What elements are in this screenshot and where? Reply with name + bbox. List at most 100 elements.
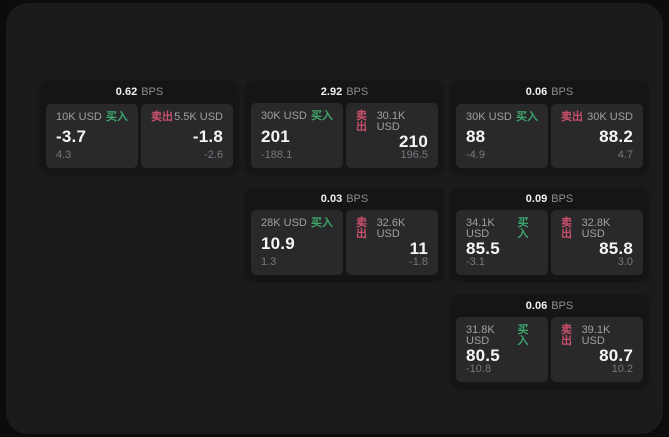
sell-header-row: 卖出 30.1K USD [356,111,428,133]
card-body: 30K USD 买入 88 -4.9 卖出 30K USD 88.2 4.7 [451,104,648,173]
bps-unit-label: BPS [141,86,164,98]
sell-header-row: 卖出 32.8K USD [561,218,633,240]
quote-card: 0.06 BPS 30K USD 买入 88 -4.9 卖出 30K USD 8… [451,81,648,173]
bps-unit-label: BPS [346,192,369,205]
buy-label: 买入 [516,111,538,123]
bps-value: 0.09 [525,192,548,205]
sell-panel[interactable]: 卖出 39.1K USD 80.7 10.2 [551,317,643,382]
sell-delta: -1.8 [409,256,428,268]
sell-size: 39.1K USD [581,324,611,347]
buy-label: 买入 [517,217,529,240]
sell-price: 80.7 [599,346,633,365]
card-header: 0.09 BPS [451,188,648,210]
main-panel: 0.62 BPS 10K USD 买入 -3.7 4.3 卖出 5.5K USD… [6,3,663,434]
sell-label: 卖出 [561,324,572,347]
buy-header-row: 28K USD 买入 [261,218,333,229]
sell-label: 卖出 [356,110,367,133]
sell-delta: 10.2 [611,363,633,375]
bps-unit-label: BPS [346,85,369,98]
buy-panel[interactable]: 28K USD 买入 10.9 1.3 [251,210,343,275]
sell-delta: -2.6 [204,149,223,161]
sell-label: 卖出 [561,217,572,240]
sell-size: 30.1K USD [376,110,406,133]
sell-panel[interactable]: 卖出 32.8K USD 85.8 3.0 [551,210,643,275]
card-header: 0.62 BPS [41,81,238,104]
buy-panel[interactable]: 10K USD 买入 -3.7 4.3 [46,104,138,168]
sell-price: 11 [409,239,428,258]
bps-value: 0.06 [525,86,548,98]
card-header: 0.06 BPS [451,295,648,317]
sell-panel[interactable]: 卖出 30.1K USD 210 196.5 [346,103,438,168]
sell-panel[interactable]: 卖出 30K USD 88.2 4.7 [551,104,643,168]
buy-header-row: 31.8K USD 买入 [466,325,538,347]
sell-header-row: 卖出 30K USD [561,112,633,123]
buy-delta: -188.1 [261,149,293,161]
buy-header-row: 30K USD 买入 [261,111,333,122]
buy-price: 201 [261,126,290,146]
sell-panel[interactable]: 卖出 5.5K USD -1.8 -2.6 [141,104,233,168]
buy-header-row: 10K USD 买入 [56,112,128,123]
buy-label: 买入 [517,324,529,347]
buy-size: 34.1K USD [466,217,495,240]
card-header: 0.06 BPS [451,81,648,104]
sell-panel[interactable]: 卖出 32.6K USD 11 -1.8 [346,210,438,275]
buy-panel[interactable]: 34.1K USD 买入 85.5 -3.1 [456,210,548,275]
buy-size: 10K USD [56,111,102,123]
card-body: 34.1K USD 买入 85.5 -3.1 卖出 32.8K USD 85.8… [451,210,648,280]
bps-value: 0.03 [320,192,343,205]
buy-delta: 1.3 [261,256,277,268]
cards-grid: 0.62 BPS 10K USD 买入 -3.7 4.3 卖出 5.5K USD… [41,81,648,387]
sell-delta: 196.5 [400,149,428,161]
sell-price: -1.8 [192,127,223,146]
card-header: 0.03 BPS [246,188,443,210]
buy-price: 88 [466,127,486,146]
quote-card: 0.09 BPS 34.1K USD 买入 85.5 -3.1 卖出 32.8K… [451,188,648,280]
card-body: 31.8K USD 买入 80.5 -10.8 卖出 39.1K USD 80.… [451,317,648,387]
quote-card: 0.03 BPS 28K USD 买入 10.9 1.3 卖出 32.6K US… [246,188,443,280]
buy-label: 买入 [311,217,333,229]
buy-header-row: 30K USD 买入 [466,112,538,123]
quote-card: 2.92 BPS 30K USD 买入 201 -188.1 卖出 30.1K … [246,81,443,173]
sell-header-row: 卖出 32.6K USD [356,218,428,240]
buy-size: 30K USD [261,110,307,122]
bps-value: 2.92 [320,85,343,98]
buy-panel[interactable]: 30K USD 买入 201 -188.1 [251,103,343,168]
bps-value: 0.62 [115,86,138,98]
buy-price: -3.7 [56,127,87,146]
buy-size: 30K USD [466,111,512,123]
buy-size: 31.8K USD [466,324,495,347]
sell-label: 卖出 [561,111,583,123]
sell-price: 210 [399,132,428,151]
buy-price: 10.9 [261,233,295,253]
sell-price: 85.8 [599,239,633,258]
sell-label: 卖出 [356,217,367,240]
quote-card: 0.62 BPS 10K USD 买入 -3.7 4.3 卖出 5.5K USD… [41,81,238,173]
sell-delta: 3.0 [617,256,633,268]
buy-panel[interactable]: 30K USD 买入 88 -4.9 [456,104,548,168]
sell-delta: 4.7 [617,149,633,161]
buy-header-row: 34.1K USD 买入 [466,218,538,240]
bps-value: 0.06 [525,299,548,312]
sell-price: 88.2 [599,127,633,146]
bps-unit-label: BPS [551,299,574,312]
card-header: 2.92 BPS [246,81,443,103]
buy-panel[interactable]: 31.8K USD 买入 80.5 -10.8 [456,317,548,382]
buy-delta: 4.3 [56,149,72,161]
bps-unit-label: BPS [551,192,574,205]
buy-price: 85.5 [466,239,500,258]
quote-card: 0.06 BPS 31.8K USD 买入 80.5 -10.8 卖出 39.1… [451,295,648,387]
buy-delta: -4.9 [466,149,485,161]
card-body: 10K USD 买入 -3.7 4.3 卖出 5.5K USD -1.8 -2.… [41,104,238,173]
sell-header-row: 卖出 5.5K USD [151,112,223,123]
sell-size: 5.5K USD [174,111,223,123]
buy-label: 买入 [106,111,128,123]
buy-label: 买入 [311,110,333,122]
card-body: 28K USD 买入 10.9 1.3 卖出 32.6K USD 11 -1.8 [246,210,443,280]
buy-delta: -10.8 [466,363,492,375]
sell-size: 30K USD [587,111,633,123]
sell-header-row: 卖出 39.1K USD [561,325,633,347]
bps-unit-label: BPS [551,86,574,98]
buy-delta: -3.1 [466,256,485,268]
card-body: 30K USD 买入 201 -188.1 卖出 30.1K USD 210 1… [246,103,443,173]
